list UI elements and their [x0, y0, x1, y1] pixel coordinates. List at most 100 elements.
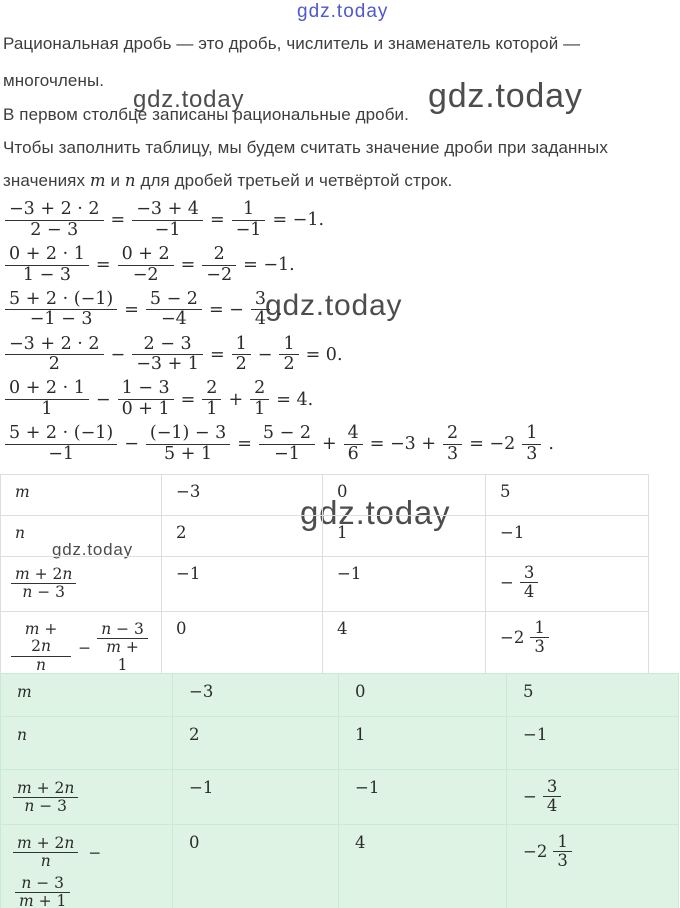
table-cell: 5 — [506, 673, 679, 717]
fraction: −3 + 4 −1 — [132, 200, 203, 240]
numerator: 4 — [347, 423, 359, 444]
table-row: m + 2n n − 3 −1 −1 −3 4 — [0, 556, 649, 612]
row-label-cell: m — [0, 474, 162, 516]
cell-value: 0 — [333, 482, 352, 501]
denominator: −2 — [202, 264, 237, 286]
numerator: m + 2n — [15, 565, 73, 583]
math-text: + — [321, 434, 337, 455]
numerator: (−1) − 3 — [149, 423, 227, 444]
table-cell: 1 — [338, 716, 507, 770]
fraction: m + 2n n − 3 — [13, 779, 79, 816]
table-row: m + 2n n − 3 −1 −1 −3 4 — [0, 769, 679, 825]
table-cell: 2 — [161, 515, 323, 557]
table-cell: 0 — [161, 610, 323, 683]
numerator: n − 3 — [21, 873, 65, 892]
numerator: −3 + 2 · 2 — [9, 333, 100, 354]
cell-value: 2 — [172, 523, 191, 542]
math-text: − — [523, 787, 537, 807]
watermark-gdz-today: gdz.today — [133, 86, 245, 113]
numerator: 5 + 2 · (−1) — [9, 423, 114, 444]
table-row: m −3 0 5 — [0, 474, 649, 516]
denominator: 1 — [202, 399, 222, 420]
fraction: 2 − 3 −3 + 1 — [132, 334, 203, 375]
denominator: 4 — [519, 582, 539, 601]
numerator: 2 — [213, 244, 225, 265]
math-text: −1 — [176, 564, 201, 583]
denominator: 2 — [231, 354, 251, 375]
numerator: 2 — [206, 378, 218, 399]
math-expression: n — [13, 726, 31, 744]
math-text: m — [15, 483, 30, 501]
math-text: − — [500, 573, 514, 593]
math-expression: m — [11, 483, 34, 501]
row-label-cell: m + 2n n − 3 — [0, 556, 162, 612]
numerator: 3 — [523, 563, 535, 582]
math-text: . — [276, 299, 283, 320]
table-cell: 5 — [485, 474, 649, 516]
denominator: −2 — [117, 264, 174, 286]
cell-value: −1 — [519, 725, 551, 744]
denominator: 4 — [542, 796, 562, 815]
math-text: + — [228, 389, 244, 410]
table-cell: 4 — [338, 824, 507, 908]
numerator: 1 — [534, 618, 545, 637]
math-text: 4 — [355, 833, 366, 852]
math-expression: m + 2n n − 3 — [13, 779, 81, 816]
denominator: m + 1 — [97, 638, 148, 674]
cell-value: 2 — [185, 725, 204, 744]
math-text: 0 — [355, 682, 366, 701]
math-text: m — [17, 683, 32, 701]
math-text: 1 — [355, 725, 366, 744]
denominator: m + 1 — [15, 892, 71, 908]
numerator: 5 − 2 — [262, 423, 311, 444]
cell-value: 0 — [185, 833, 204, 852]
numerator: 1 — [235, 333, 247, 354]
cell-value: 5 — [496, 482, 515, 501]
table-cell: −1 — [338, 769, 507, 825]
cell-value: −1 — [333, 564, 365, 583]
numerator: 1 — [283, 333, 295, 354]
math-text: 2 — [176, 523, 187, 542]
numerator: 5 + 2 · (−1) — [9, 288, 114, 309]
math-text: −1 — [355, 778, 380, 797]
fraction: 0 + 2 −2 — [117, 244, 174, 286]
denominator: −1 — [258, 443, 315, 465]
math-text: = −1. — [272, 210, 325, 231]
cell-value: 0 — [351, 682, 370, 701]
denominator: 3 — [553, 851, 572, 870]
math-text: −1 — [523, 725, 548, 744]
table-row: n 2 1 −1 — [0, 716, 679, 770]
math-text: − — [124, 434, 139, 455]
denominator: 4 — [250, 309, 270, 330]
math-text: −2 — [523, 842, 548, 862]
math-text: = −2 — [469, 434, 516, 455]
denominator: 3 — [443, 443, 463, 465]
row-label-cell: n — [0, 515, 162, 557]
fraction: 5 + 2 · (−1) −1 − 3 — [5, 288, 118, 330]
math-text: 4 — [337, 619, 348, 638]
math-text: − — [110, 344, 126, 365]
equation: −3 + 2 · 2 2−2 − 3 −3 + 1 = 1 2−1 2 = 0. — [2, 332, 558, 377]
math-text: = — [209, 344, 225, 365]
fraction: 5 − 2 −1 — [258, 423, 315, 465]
table-cell: −3 — [172, 673, 339, 717]
table-cell: 0 — [322, 474, 486, 516]
fraction: 5 − 2 −4 — [145, 289, 202, 330]
numerator: 1 — [557, 832, 568, 851]
cell-value: −3 — [172, 482, 204, 501]
denominator: 0 + 1 — [117, 399, 174, 420]
numerator: −3 + 2 · 2 — [9, 199, 100, 220]
watermark-gdz-today: gdz.today — [428, 77, 583, 115]
